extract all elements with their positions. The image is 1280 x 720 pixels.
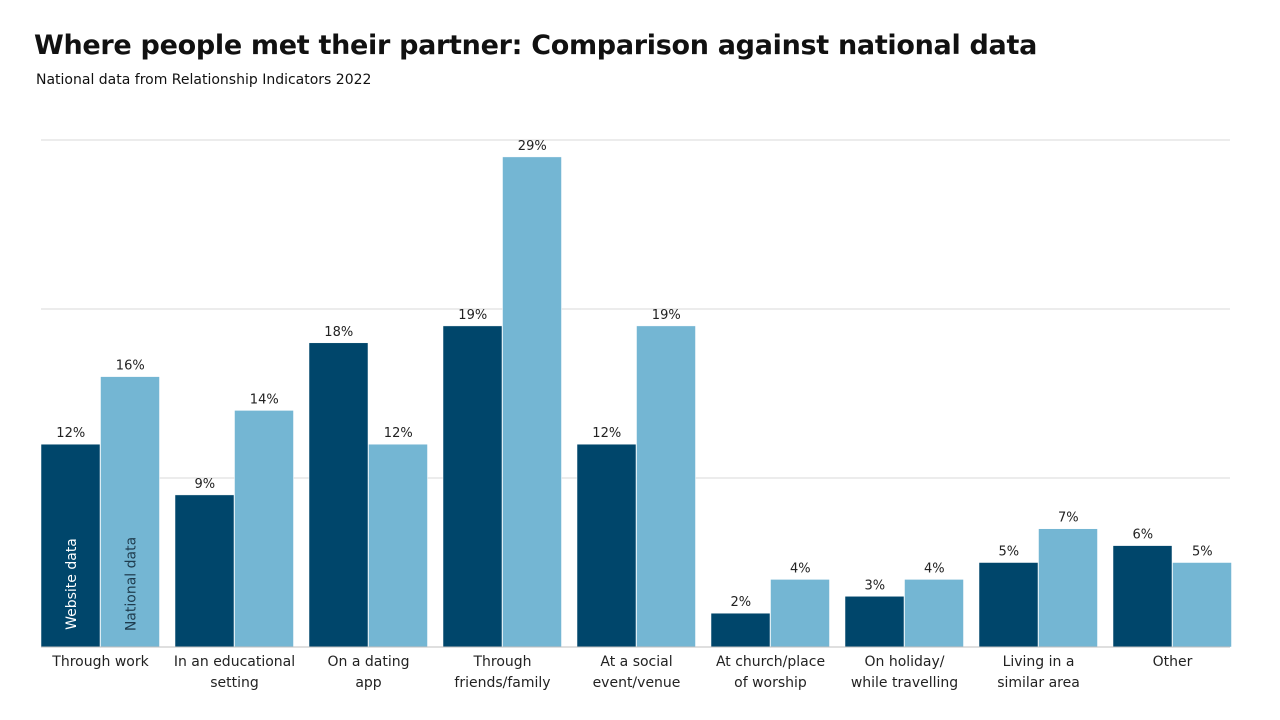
bar-website xyxy=(442,325,503,648)
data-label: 4% xyxy=(924,561,945,576)
data-label: 19% xyxy=(458,308,487,323)
category-label: app xyxy=(355,675,381,691)
bar-website xyxy=(576,443,637,648)
bar-website xyxy=(978,562,1039,648)
data-label: 14% xyxy=(250,392,279,407)
category-label: of worship xyxy=(734,675,807,691)
bar-national xyxy=(1172,562,1232,648)
data-label: 12% xyxy=(56,426,85,441)
bar-national xyxy=(904,579,964,648)
category-label: friends/family xyxy=(454,675,550,691)
bar-national xyxy=(636,325,696,648)
bar-website xyxy=(710,612,771,648)
bar-national xyxy=(502,156,562,648)
chart-title: Where people met their partner: Comparis… xyxy=(34,30,1038,61)
category-label: while travelling xyxy=(851,675,958,691)
data-label: 9% xyxy=(194,477,215,492)
bar-national xyxy=(234,410,294,648)
data-label: 12% xyxy=(384,426,413,441)
bar-national xyxy=(770,579,830,648)
bar-website xyxy=(1112,545,1173,648)
data-label: 29% xyxy=(518,139,547,154)
category-label: At a social xyxy=(600,654,672,670)
category-label: On a dating xyxy=(328,654,410,670)
category-label: similar area xyxy=(997,675,1080,691)
bar-website xyxy=(308,342,369,648)
bar-national xyxy=(100,376,160,648)
category-label: event/venue xyxy=(593,675,681,691)
category-label: Through work xyxy=(51,654,149,670)
data-label: 5% xyxy=(998,545,1019,560)
legend-label-website: Website data xyxy=(64,538,80,630)
category-label: setting xyxy=(210,675,259,691)
data-label: 12% xyxy=(592,426,621,441)
legend-label-national: National data xyxy=(123,537,139,631)
data-label: 16% xyxy=(116,359,145,374)
bar-national xyxy=(1038,528,1098,648)
data-label: 3% xyxy=(864,578,885,593)
data-label: 19% xyxy=(652,308,681,323)
data-label: 5% xyxy=(1192,545,1213,560)
bar-national xyxy=(368,443,428,648)
category-label: In an educational xyxy=(174,654,295,670)
category-label: Other xyxy=(1153,654,1193,670)
category-label: Living in a xyxy=(1003,654,1075,670)
data-label: 2% xyxy=(730,595,751,610)
bar-website xyxy=(40,443,101,648)
category-label: On holiday/ xyxy=(864,654,944,670)
data-label: 6% xyxy=(1132,528,1153,543)
data-label: 4% xyxy=(790,561,811,576)
bar-website xyxy=(174,494,235,648)
category-label: Through xyxy=(472,654,531,670)
chart-subtitle: National data from Relationship Indicato… xyxy=(36,72,372,88)
data-label: 18% xyxy=(324,325,353,340)
bar-website xyxy=(844,596,905,648)
data-label: 7% xyxy=(1058,511,1079,526)
category-label: At church/place xyxy=(716,654,825,670)
